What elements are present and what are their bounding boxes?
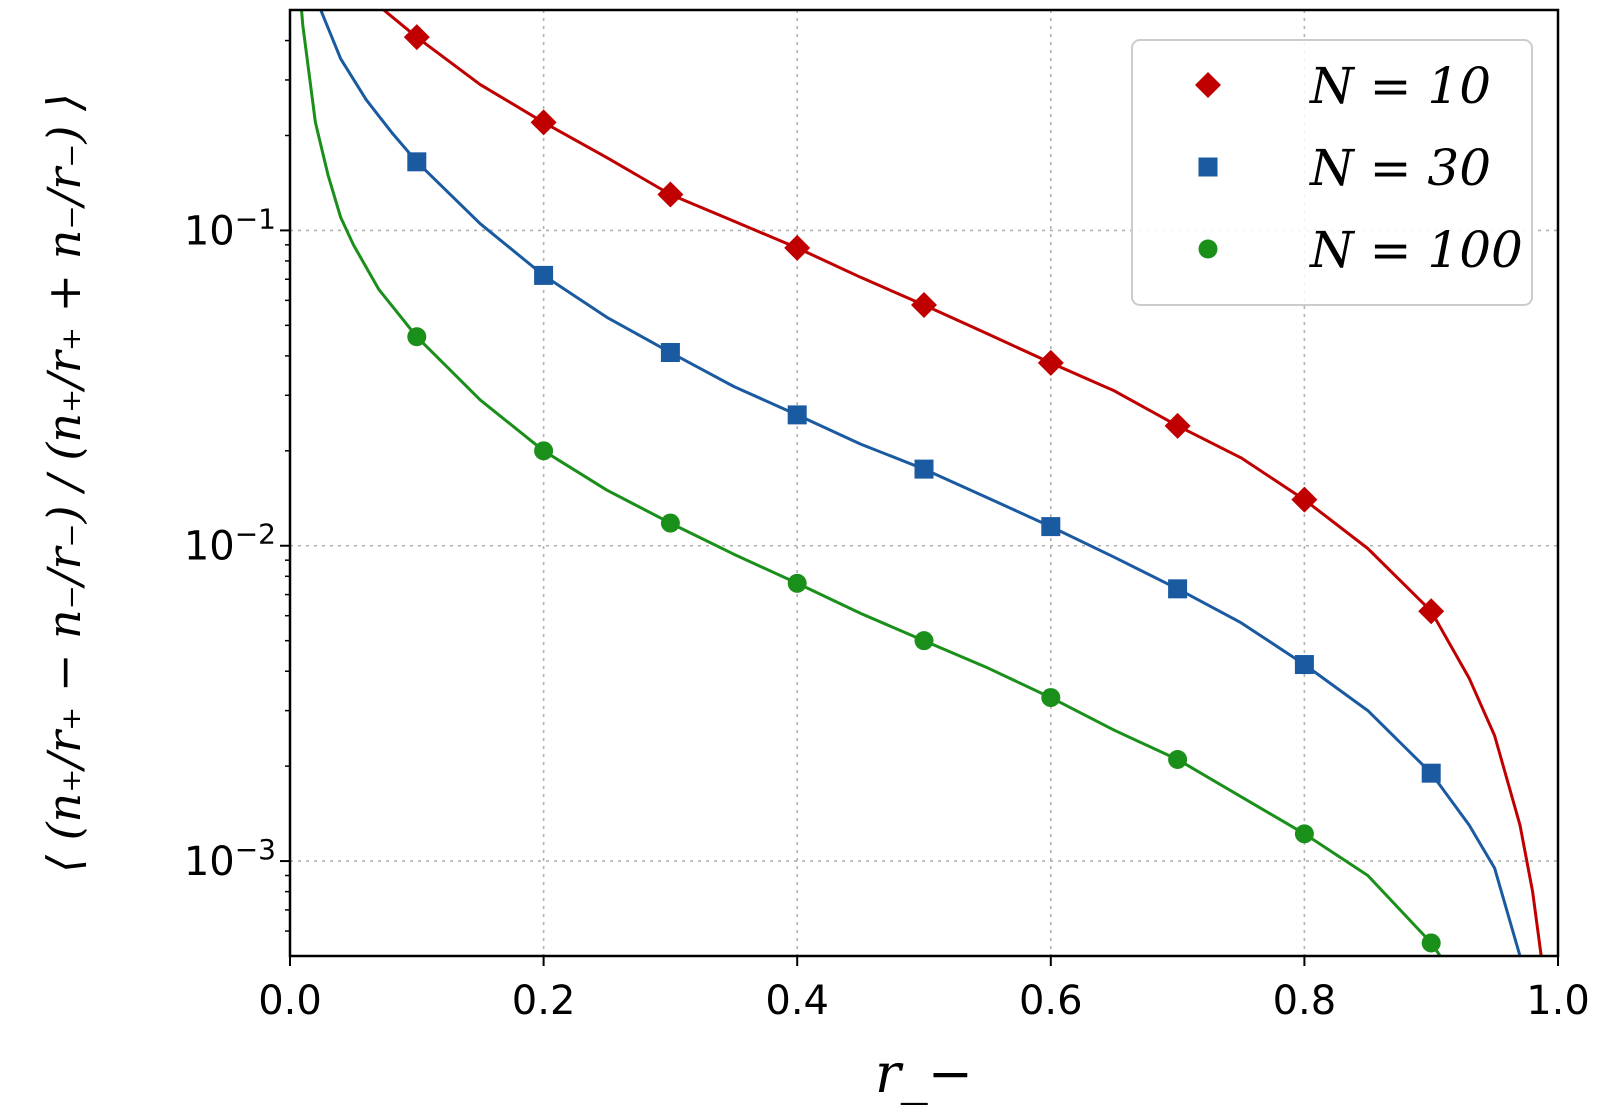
data-point-series-1 <box>784 234 811 261</box>
data-point-series-1 <box>1291 486 1318 513</box>
data-point-series-2 <box>1041 517 1061 537</box>
legend-marker-1 <box>1195 72 1221 98</box>
legend-label-1: N = 10 <box>1309 57 1491 115</box>
legend-marker-3 <box>1198 239 1218 259</box>
data-point-series-1 <box>1164 412 1191 439</box>
data-point-series-1 <box>1037 349 1064 376</box>
data-point-series-1 <box>403 24 430 51</box>
data-point-series-2 <box>1168 579 1188 599</box>
markers <box>403 24 1445 953</box>
legend-label-3: N = 100 <box>1309 221 1523 279</box>
data-point-series-2 <box>407 152 427 172</box>
data-point-series-1 <box>1418 598 1445 625</box>
data-point-series-3 <box>1168 749 1188 769</box>
x-tick-label: 1.0 <box>1526 978 1590 1024</box>
data-point-series-2 <box>914 459 934 479</box>
legend-box <box>1131 39 1533 306</box>
legend: N = 10 N = 30 N = 100 <box>1131 39 1533 306</box>
data-point-series-2 <box>1294 655 1314 675</box>
series-line-2 <box>319 10 1522 956</box>
y-tick-label: 10−1 <box>184 202 276 254</box>
data-point-series-2 <box>660 343 680 363</box>
x-axis: 0.0 0.2 0.4 0.6 0.8 1.0 <box>258 956 1590 1024</box>
data-point-series-2 <box>787 405 807 425</box>
y-axis-label: ⟨ (n₊/r₊ − n₋/r₋) / (n₊/r₊ + n₋/r₋) ⟩ <box>37 93 91 873</box>
series-line-3 <box>300 10 1443 956</box>
legend-label-2: N = 30 <box>1309 139 1491 197</box>
x-tick-label: 0.6 <box>1019 978 1083 1024</box>
data-point-series-3 <box>534 441 554 461</box>
data-point-series-2 <box>534 265 554 285</box>
x-axis-label: r_− <box>875 1042 973 1105</box>
plot-frame <box>288 8 1560 958</box>
x-tick-label: 0.0 <box>258 978 322 1024</box>
data-point-series-3 <box>1041 688 1061 708</box>
data-point-series-3 <box>1421 933 1441 953</box>
x-tick-label: 0.8 <box>1273 978 1337 1024</box>
series-line-1 <box>381 10 1543 956</box>
data-point-series-3 <box>787 573 807 593</box>
data-point-series-3 <box>914 631 934 651</box>
data-point-series-1 <box>911 292 937 319</box>
data-point-series-2 <box>1421 763 1441 783</box>
data-point-series-3 <box>407 327 427 347</box>
legend-marker-2 <box>1198 157 1218 177</box>
data-point-series-1 <box>530 109 557 136</box>
y-axis: 10−1 10−2 10−3 <box>184 202 290 885</box>
data-point-series-3 <box>1294 824 1314 844</box>
x-tick-label: 0.2 <box>512 978 576 1024</box>
curves <box>300 10 1543 956</box>
data-point-series-1 <box>657 181 684 208</box>
y-tick-label: 10−2 <box>184 518 276 570</box>
y-tick-label: 10−3 <box>184 833 276 885</box>
x-tick-label: 0.4 <box>765 978 829 1024</box>
data-point-series-3 <box>660 513 680 533</box>
